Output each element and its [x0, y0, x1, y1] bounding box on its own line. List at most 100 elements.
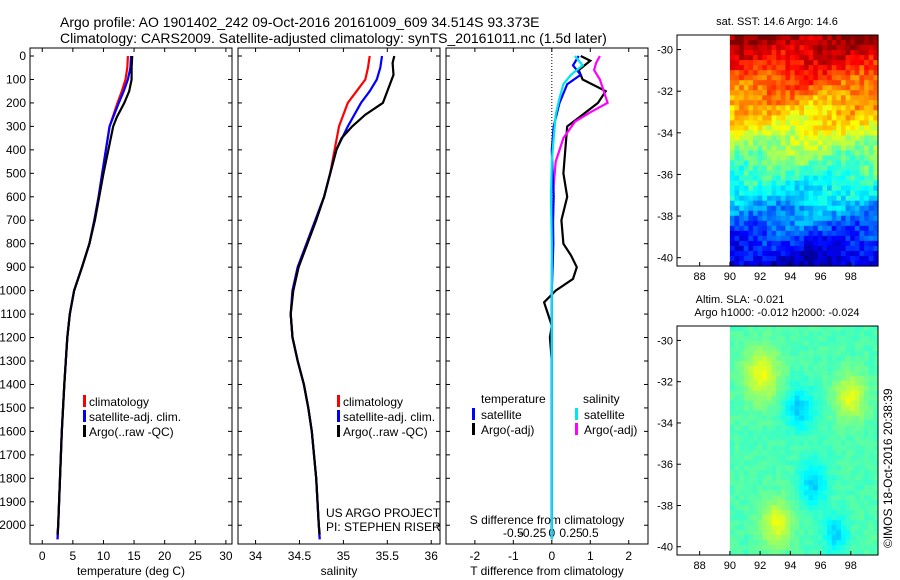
map-cell — [873, 135, 879, 142]
map-cell — [776, 440, 782, 447]
map-cell — [734, 90, 740, 96]
map-cell — [790, 380, 796, 387]
map-cell — [780, 515, 787, 521]
map-cell — [859, 505, 865, 511]
map-cell — [827, 205, 833, 212]
map-cell — [845, 45, 851, 51]
map-cell — [803, 130, 810, 137]
map-cell — [762, 385, 768, 392]
map-cell — [729, 200, 736, 207]
map-cell — [753, 175, 759, 182]
map-cell — [827, 360, 833, 367]
map-cell — [845, 510, 851, 516]
map-cell — [822, 215, 828, 222]
map-cell — [785, 340, 791, 347]
map-cell — [799, 435, 805, 442]
map-cell — [729, 155, 736, 162]
map-cell — [771, 375, 777, 382]
map-cell — [831, 140, 837, 147]
map-cell — [743, 55, 750, 61]
map-cell — [748, 255, 754, 262]
map-cell — [753, 65, 759, 71]
map-cell — [776, 55, 782, 61]
map-cell — [854, 45, 861, 51]
map-cell — [836, 50, 842, 56]
map-cell — [822, 350, 828, 357]
map-cell — [817, 185, 824, 192]
map-cell — [757, 370, 763, 377]
map-cell — [827, 225, 833, 232]
map-cell — [803, 170, 810, 177]
map-cell — [794, 405, 800, 412]
map-cell — [794, 35, 800, 41]
map-cell — [854, 175, 861, 182]
map-cell — [864, 245, 870, 252]
map-cell — [827, 410, 833, 417]
sst-map-title: sat. SST: 14.6 Argo: 14.6 — [716, 16, 838, 28]
map-cell — [785, 500, 791, 506]
map-cell — [864, 100, 870, 106]
map-cell — [873, 335, 879, 342]
map-cell — [836, 200, 842, 207]
map-cell — [780, 200, 787, 207]
map-cell — [831, 445, 837, 452]
map-cell — [785, 335, 791, 342]
map-cell — [762, 430, 768, 437]
map-cell — [859, 190, 865, 197]
map-cell — [827, 505, 833, 511]
map-cell — [743, 140, 750, 147]
map-cell — [729, 245, 736, 252]
map-cell — [794, 395, 800, 402]
map-cell — [873, 445, 879, 452]
map-cell — [748, 326, 754, 332]
y-tick-label: 1600 — [0, 424, 26, 438]
map-cell — [799, 175, 805, 182]
y-tick-label: 2000 — [0, 518, 26, 532]
map-cell — [785, 90, 791, 96]
map-cell — [743, 465, 750, 471]
map-cell — [873, 515, 879, 521]
map-cell — [799, 195, 805, 202]
map-cell — [739, 235, 745, 242]
map-cell — [729, 535, 736, 541]
map-cell — [868, 335, 874, 342]
map-cell — [729, 180, 736, 187]
map-cell — [739, 425, 745, 432]
map-cell — [785, 140, 791, 147]
map-cell — [790, 515, 796, 521]
map-cell — [748, 90, 754, 96]
map-cell — [729, 75, 736, 81]
map-cell — [790, 50, 796, 56]
map-cell — [864, 80, 870, 86]
map-cell — [840, 45, 847, 51]
map-cell — [734, 65, 740, 71]
map-cell — [822, 435, 828, 442]
map-cell — [831, 75, 837, 81]
map-cell — [827, 400, 833, 407]
map-cell — [845, 430, 851, 437]
map-cell — [840, 225, 847, 232]
map-x-tick-label: 98 — [845, 560, 857, 572]
map-cell — [854, 490, 861, 496]
map-cell — [790, 365, 796, 372]
map-cell — [753, 400, 759, 407]
map-cell — [803, 180, 810, 187]
map-cell — [868, 405, 874, 412]
map-cell — [840, 170, 847, 177]
map-cell — [771, 155, 777, 162]
map-cell — [827, 50, 833, 56]
map-cell — [868, 465, 874, 471]
map-cell — [748, 80, 754, 86]
map-cell — [854, 515, 861, 521]
map-cell — [864, 130, 870, 137]
map-cell — [822, 250, 828, 257]
map-cell — [808, 110, 814, 116]
map-cell — [743, 360, 750, 367]
map-cell — [840, 480, 847, 486]
map-cell — [771, 185, 777, 192]
map-cell — [785, 485, 791, 491]
map-cell — [790, 345, 796, 352]
map-cell — [776, 355, 782, 362]
map-cell — [873, 130, 879, 137]
y-tick-label: 100 — [6, 72, 26, 86]
